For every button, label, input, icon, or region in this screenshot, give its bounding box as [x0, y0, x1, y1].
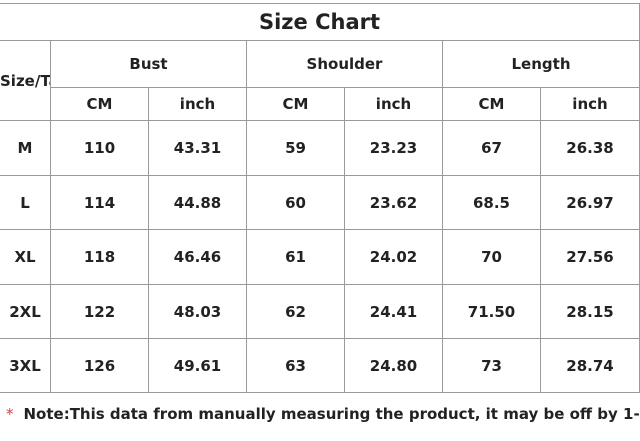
measure-cell: 28.74 [541, 339, 640, 393]
group-header: Length [443, 41, 640, 88]
measure-cell: 23.23 [345, 121, 443, 176]
group-header: Bust [51, 41, 247, 88]
measure-cell: 67 [443, 121, 541, 176]
note-text: Note:This data from manually measuring t… [23, 405, 640, 423]
measure-cell: 118 [51, 230, 149, 285]
unit-header: inch [345, 88, 443, 121]
measure-cell: 26.97 [541, 176, 640, 230]
note: * Note:This data from manually measuring … [6, 405, 640, 423]
unit-header: CM [443, 88, 541, 121]
size-cell: 2XL [0, 285, 51, 339]
unit-header: inch [541, 88, 640, 121]
measure-cell: 46.46 [149, 230, 247, 285]
measure-cell: 62 [247, 285, 345, 339]
measure-cell: 43.31 [149, 121, 247, 176]
measure-cell: 70 [443, 230, 541, 285]
group-header: Shoulder [247, 41, 443, 88]
size-header: Size/Ta [0, 41, 51, 121]
measure-cell: 122 [51, 285, 149, 339]
measure-cell: 28.15 [541, 285, 640, 339]
unit-header: CM [247, 88, 345, 121]
measure-cell: 110 [51, 121, 149, 176]
measure-cell: 24.80 [345, 339, 443, 393]
measure-cell: 68.5 [443, 176, 541, 230]
size-cell: XL [0, 230, 51, 285]
measure-cell: 73 [443, 339, 541, 393]
measure-cell: 48.03 [149, 285, 247, 339]
measure-cell: 63 [247, 339, 345, 393]
size-cell: L [0, 176, 51, 230]
title: Size Chart [0, 3, 640, 41]
measure-cell: 71.50 [443, 285, 541, 339]
measure-cell: 24.02 [345, 230, 443, 285]
measure-cell: 24.41 [345, 285, 443, 339]
size-cell: 3XL [0, 339, 51, 393]
measure-cell: 59 [247, 121, 345, 176]
measure-cell: 60 [247, 176, 345, 230]
measure-cell: 114 [51, 176, 149, 230]
measure-cell: 44.88 [149, 176, 247, 230]
measure-cell: 27.56 [541, 230, 640, 285]
measure-cell: 26.38 [541, 121, 640, 176]
unit-header: CM [51, 88, 149, 121]
measure-cell: 61 [247, 230, 345, 285]
measure-cell: 23.62 [345, 176, 443, 230]
measure-cell: 126 [51, 339, 149, 393]
size-cell: M [0, 121, 51, 176]
measure-cell: 49.61 [149, 339, 247, 393]
unit-header: inch [149, 88, 247, 121]
note-marker: * [6, 405, 14, 423]
